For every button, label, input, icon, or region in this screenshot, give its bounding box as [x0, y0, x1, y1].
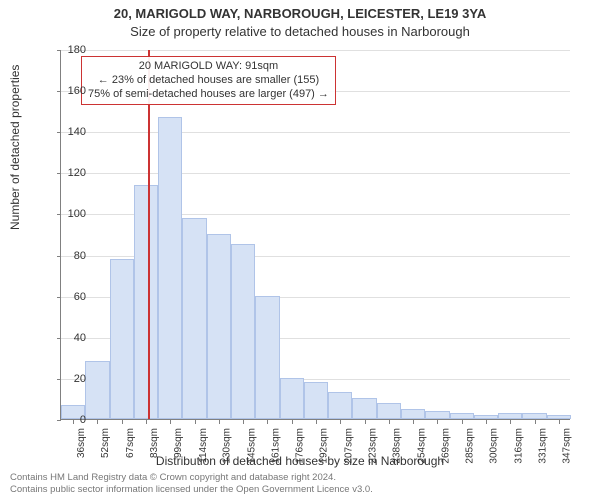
ytick-mark [57, 297, 61, 298]
histogram-bar [158, 117, 182, 419]
annotation-line3: 75% of semi-detached houses are larger (… [88, 88, 329, 102]
histogram-bar [207, 234, 231, 419]
gridline [61, 132, 570, 133]
footer-line1: Contains HM Land Registry data © Crown c… [10, 472, 373, 484]
histogram-bar [304, 382, 328, 419]
xtick-mark [97, 419, 98, 424]
annotation-line1: 20 MARIGOLD WAY: 91sqm [88, 60, 329, 74]
xtick-mark [316, 419, 317, 424]
ytick-label: 60 [74, 291, 86, 303]
xtick-mark [510, 419, 511, 424]
ytick-label: 160 [68, 85, 86, 97]
ytick-label: 100 [68, 208, 86, 220]
xtick-mark [437, 419, 438, 424]
xtick-mark [559, 419, 560, 424]
ytick-label: 140 [68, 126, 86, 138]
xtick-mark [535, 419, 536, 424]
xtick-mark [292, 419, 293, 424]
histogram-bar [231, 244, 255, 419]
ytick-label: 40 [74, 332, 86, 344]
ytick-label: 120 [68, 167, 86, 179]
ytick-mark [57, 173, 61, 174]
xtick-mark [243, 419, 244, 424]
xtick-mark [73, 419, 74, 424]
plot-area: 20 MARIGOLD WAY: 91sqm ← 23% of detached… [60, 50, 570, 420]
ytick-mark [57, 50, 61, 51]
ytick-label: 80 [74, 250, 86, 262]
xtick-mark [365, 419, 366, 424]
histogram-bar [182, 218, 206, 419]
gridline [61, 50, 570, 51]
histogram-bar [352, 398, 376, 419]
xtick-mark [340, 419, 341, 424]
ytick-mark [57, 420, 61, 421]
xtick-mark [267, 419, 268, 424]
histogram-bar [377, 403, 401, 419]
xtick-mark [486, 419, 487, 424]
xtick-mark [413, 419, 414, 424]
xtick-mark [219, 419, 220, 424]
ytick-mark [57, 338, 61, 339]
annotation-box: 20 MARIGOLD WAY: 91sqm ← 23% of detached… [81, 56, 336, 105]
xtick-mark [146, 419, 147, 424]
chart-title-subtitle: Size of property relative to detached ho… [0, 24, 600, 39]
xtick-mark [389, 419, 390, 424]
annotation-line2: ← 23% of detached houses are smaller (15… [88, 74, 329, 88]
ytick-label: 180 [68, 44, 86, 56]
footer-line2: Contains public sector information licen… [10, 484, 373, 496]
histogram-bar [280, 378, 304, 419]
histogram-bar [328, 392, 352, 419]
xtick-mark [195, 419, 196, 424]
xtick-mark [170, 419, 171, 424]
x-axis-label: Distribution of detached houses by size … [0, 454, 600, 468]
footer: Contains HM Land Registry data © Crown c… [10, 472, 373, 496]
ytick-mark [57, 214, 61, 215]
ytick-mark [57, 379, 61, 380]
chart-container: 20, MARIGOLD WAY, NARBOROUGH, LEICESTER,… [0, 0, 600, 500]
ytick-mark [57, 91, 61, 92]
histogram-bar [425, 411, 449, 419]
histogram-bar [110, 259, 134, 419]
histogram-bar [401, 409, 425, 419]
ytick-label: 20 [74, 373, 86, 385]
y-axis-label: Number of detached properties [8, 65, 22, 230]
histogram-bar [85, 361, 109, 419]
chart-title-address: 20, MARIGOLD WAY, NARBOROUGH, LEICESTER,… [0, 6, 600, 21]
histogram-bar [255, 296, 279, 419]
ytick-label: 0 [80, 414, 86, 426]
ytick-mark [57, 132, 61, 133]
property-marker-line [148, 50, 150, 419]
xtick-mark [462, 419, 463, 424]
xtick-mark [122, 419, 123, 424]
gridline [61, 173, 570, 174]
histogram-bar [134, 185, 158, 419]
ytick-mark [57, 256, 61, 257]
